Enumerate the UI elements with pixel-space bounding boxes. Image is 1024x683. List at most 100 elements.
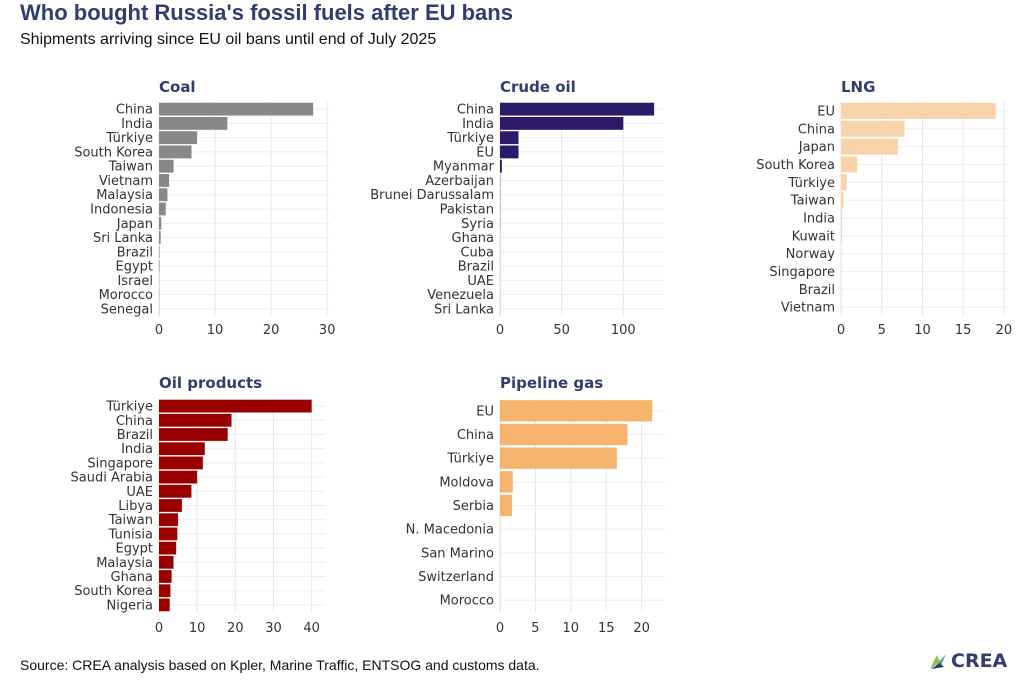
category-label: Brazil — [458, 260, 494, 275]
bar — [159, 527, 178, 541]
x-tick-label: 0 — [155, 621, 163, 636]
bar — [500, 447, 617, 469]
bar — [500, 494, 513, 517]
category-label: India — [121, 117, 153, 132]
x-tick-label: 20 — [227, 621, 244, 636]
category-label: Pakistan — [440, 203, 494, 218]
bar — [159, 584, 171, 598]
panel-title: Pipeline gas — [500, 374, 603, 392]
bar — [159, 484, 192, 498]
x-tick-label: 0 — [496, 621, 504, 636]
bar — [159, 174, 170, 187]
category-label: Malaysia — [96, 188, 153, 203]
category-label: Egypt — [115, 260, 153, 275]
category-label: Türkiye — [787, 176, 835, 191]
category-label: Türkiye — [446, 452, 494, 467]
x-tick-label: 5 — [878, 323, 886, 338]
bar — [159, 555, 174, 569]
category-label: Norway — [786, 247, 836, 262]
category-label: Moldova — [439, 475, 494, 490]
bar — [159, 159, 174, 173]
x-tick-label: 20 — [996, 323, 1013, 338]
page-subtitle: Shipments arriving since EU oil bans unt… — [20, 31, 437, 48]
category-label: Tunisia — [108, 527, 153, 542]
bar — [159, 428, 228, 441]
category-label: Taiwan — [108, 160, 153, 175]
x-tick-label: 0 — [837, 323, 845, 338]
category-label: Brazil — [117, 245, 153, 260]
bar — [500, 145, 519, 159]
category-label: Senegal — [101, 302, 153, 317]
category-label: Brazil — [799, 283, 835, 298]
bar — [159, 413, 232, 427]
bar — [159, 188, 168, 202]
x-tick-label: 100 — [611, 323, 636, 338]
category-label: Brunei Darussalam — [370, 188, 494, 203]
category-label: Libya — [118, 499, 153, 514]
x-tick-label: 15 — [598, 621, 615, 636]
category-label: EU — [817, 104, 835, 119]
category-label: China — [457, 428, 494, 443]
x-tick-label: 30 — [265, 621, 282, 636]
category-label: Singapore — [87, 456, 153, 471]
category-label: China — [798, 122, 835, 137]
category-label: Syria — [461, 217, 494, 232]
x-tick-label: 15 — [955, 323, 972, 338]
panel-title: Oil products — [159, 374, 262, 392]
chart-panel: ChinaIndiaTürkiyeEUMyanmarAzerbaijanBrun… — [370, 78, 664, 338]
bar — [159, 231, 161, 244]
x-tick-label: 20 — [633, 621, 650, 636]
category-label: Taiwan — [790, 194, 835, 209]
category-label: Azerbaijan — [425, 174, 494, 189]
category-label: Venezuela — [427, 288, 494, 303]
x-tick-label: 50 — [553, 323, 570, 338]
category-label: Vietnam — [781, 301, 835, 316]
bar — [841, 138, 899, 155]
category-label: Morocco — [440, 594, 494, 609]
x-tick-label: 10 — [207, 323, 224, 338]
bar — [841, 120, 905, 137]
category-label: Sri Lanka — [434, 302, 494, 317]
bar — [500, 102, 655, 116]
category-label: Switzerland — [418, 570, 494, 585]
bar — [159, 245, 160, 259]
category-label: Indonesia — [90, 203, 153, 218]
bar — [841, 192, 844, 209]
bar — [841, 227, 842, 244]
bar — [841, 174, 847, 191]
chart-panel: EU China Japan South Korea Türkiye Taiwan Indi… — [756, 78, 1012, 338]
source-note: Source: CREA analysis based on Kpler, Ma… — [20, 657, 540, 673]
bar — [159, 598, 170, 612]
category-label: EU — [476, 404, 494, 419]
panel-title: Crude oil — [500, 78, 576, 96]
bar — [159, 216, 162, 230]
bar — [841, 156, 858, 173]
bar — [159, 541, 177, 555]
category-label: Morocco — [99, 288, 153, 303]
category-label: EU — [476, 145, 494, 160]
x-tick-label: 10 — [914, 323, 931, 338]
bar — [159, 102, 314, 116]
category-label: Ghana — [452, 231, 495, 246]
bar — [159, 116, 228, 130]
category-label: South Korea — [756, 158, 835, 173]
page-title: Who bought Russia's fossil fuels after E… — [20, 0, 513, 25]
bar — [500, 471, 513, 493]
category-label: Israel — [117, 274, 153, 289]
bar — [159, 513, 179, 527]
crea-leaf-icon — [930, 654, 946, 669]
x-tick-label: 0 — [155, 323, 163, 338]
panel-title: Coal — [159, 78, 196, 96]
category-label: San Marino — [421, 546, 494, 561]
bar — [500, 423, 628, 446]
category-label: Japan — [798, 140, 835, 155]
x-tick-label: 5 — [531, 621, 539, 636]
bar — [159, 499, 182, 512]
category-label: India — [121, 442, 153, 457]
bar — [841, 209, 842, 226]
crea-logo: CREA — [928, 650, 1007, 672]
category-label: Myanmar — [433, 160, 495, 175]
